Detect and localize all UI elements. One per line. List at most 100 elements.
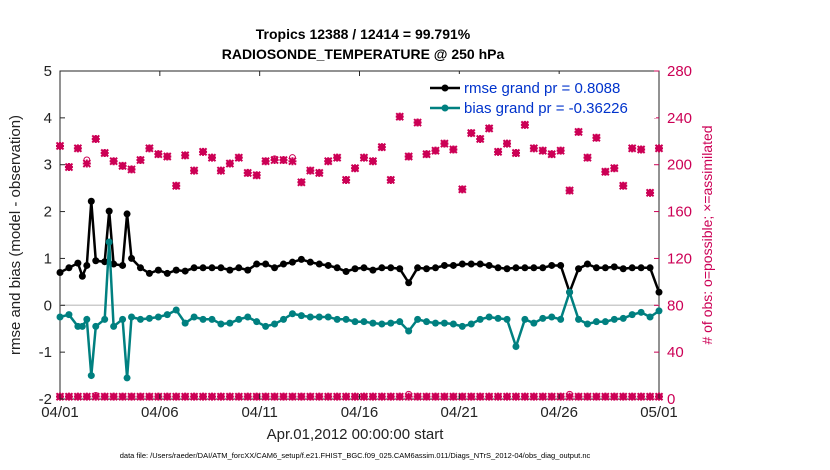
bias-point: [575, 315, 583, 323]
count-assimilated-marker: [189, 166, 199, 175]
bias-point: [315, 313, 323, 321]
rmse-point: [610, 263, 618, 271]
count-assimilated-marker: [654, 144, 664, 153]
bias-point: [280, 315, 288, 323]
axes-box: [59, 70, 660, 400]
bias-point: [110, 322, 118, 330]
bias-point: [592, 318, 600, 326]
count-bottom-assimilated-marker: [136, 392, 145, 401]
y-tick-label: 3: [44, 157, 52, 174]
x-tick-label: 05/01: [640, 404, 678, 421]
count-bottom-assimilated-marker: [118, 392, 127, 401]
bias-point: [163, 311, 171, 319]
bias-point: [145, 314, 153, 322]
y-tick-label: 1: [44, 250, 52, 267]
rmse-point: [467, 260, 475, 268]
y2-tick-label: 120: [667, 250, 692, 267]
count-bottom-assimilated-marker: [547, 392, 556, 401]
bias-point: [199, 315, 207, 323]
bias-point: [65, 311, 73, 319]
count-assimilated-marker: [252, 171, 261, 180]
bias-point: [306, 313, 314, 321]
legend-box: [424, 74, 656, 118]
count-assimilated-marker: [493, 147, 503, 157]
y-tick-label: 5: [44, 63, 52, 80]
rmse-point: [190, 264, 198, 272]
count-bottom-assimilated-marker: [395, 392, 404, 401]
rmse-point: [423, 265, 431, 273]
plot-area: [55, 70, 664, 401]
count-assimilated-marker: [404, 152, 413, 161]
bias-point: [324, 313, 332, 321]
count-bottom-assimilated-marker: [64, 392, 74, 401]
rmse-point: [244, 266, 252, 274]
bias-point: [458, 322, 466, 330]
count-bottom-assimilated-marker: [127, 392, 136, 401]
bias-point: [154, 313, 162, 321]
rmse-point: [646, 264, 654, 272]
count-assimilated-marker: [395, 112, 404, 121]
count-bottom-assimilated-marker: [583, 392, 592, 401]
count-bottom-assimilated-marker: [484, 392, 494, 401]
y2-tick-label: 80: [667, 297, 684, 314]
bias-point: [235, 315, 243, 323]
bias-point: [101, 315, 109, 323]
y-tick-label: -1: [39, 344, 52, 361]
x-axis-ticks: 04/01 04/06 04/11 04/16 04/21 04/26 05/01: [41, 71, 678, 421]
bias-point: [360, 318, 368, 326]
count-assimilated-marker: [198, 147, 208, 157]
count-bottom-assimilated-marker: [145, 392, 154, 401]
count-assimilated-marker: [529, 144, 539, 153]
bias-point: [128, 313, 136, 321]
count-bottom-assimilated-marker: [601, 392, 610, 401]
rmse-point: [601, 264, 609, 272]
bias-point: [208, 315, 216, 323]
count-assimilated-marker: [502, 139, 512, 148]
count-bottom-assimilated-marker: [610, 392, 619, 401]
count-assimilated-marker: [118, 161, 127, 171]
count-bottom-assimilated-marker: [270, 392, 279, 401]
count-assimilated-marker: [172, 181, 181, 191]
count-assimilated-marker: [377, 142, 387, 152]
count-bottom-assimilated-marker: [341, 392, 351, 401]
count-assimilated-marker: [610, 164, 619, 173]
bias-point: [396, 318, 404, 326]
rmse-point: [440, 261, 448, 269]
count-assimilated-marker: [556, 146, 565, 155]
bias-point: [601, 318, 609, 326]
bias-point: [566, 288, 574, 296]
bias-point: [271, 320, 279, 328]
count-assimilated-marker: [180, 151, 190, 160]
count-bottom-assimilated-marker: [475, 392, 485, 401]
count-bottom-assimilated-marker: [207, 392, 217, 401]
bias-point: [105, 238, 113, 246]
count-bottom-assimilated-marker: [556, 392, 565, 401]
chart-title: Tropics 12388 / 12414 = 99.791%: [256, 26, 471, 42]
bias-point: [512, 343, 520, 351]
legend-bias-label: bias grand pr = -0.36226: [464, 100, 628, 117]
rmse-point: [378, 264, 386, 272]
count-assimilated-marker: [467, 128, 476, 138]
count-assimilated-marker: [538, 146, 547, 155]
bias-point: [610, 315, 618, 323]
rmse-point: [628, 264, 636, 272]
rmse-point: [110, 260, 118, 268]
count-bottom-assimilated-marker: [225, 392, 235, 401]
count-bottom-assimilated-marker: [332, 392, 342, 401]
bias-point: [378, 320, 386, 328]
x-tick-label: 04/11: [241, 404, 277, 421]
rmse-point: [306, 258, 314, 266]
count-assimilated-marker: [636, 145, 646, 154]
rmse-point: [530, 264, 538, 272]
count-bottom-assimilated-marker: [565, 392, 574, 401]
count-bottom-assimilated-marker: [91, 392, 100, 401]
rmse-point: [521, 264, 529, 272]
count-assimilated-marker: [163, 152, 172, 161]
count-bottom-assimilated-marker: [431, 392, 440, 401]
bias-point: [476, 315, 484, 323]
rmse-point: [163, 269, 171, 277]
count-bottom-assimilated-marker: [619, 392, 628, 401]
count-assimilated-marker: [207, 153, 217, 162]
count-assimilated-marker: [91, 134, 100, 144]
bias-point: [369, 319, 377, 327]
